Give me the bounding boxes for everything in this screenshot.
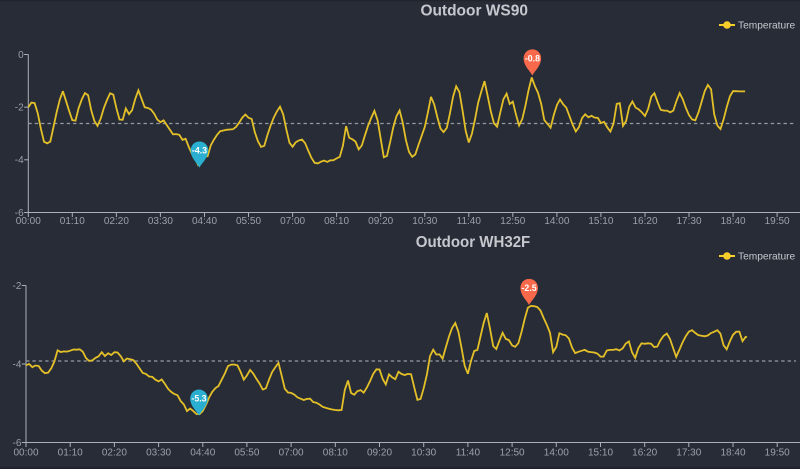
svg-text:18:40: 18:40 [720, 448, 745, 459]
svg-text:Temperature: Temperature [738, 21, 796, 32]
svg-text:05:50: 05:50 [236, 216, 261, 227]
svg-text:10:30: 10:30 [411, 448, 436, 459]
svg-text:-6: -6 [15, 208, 24, 219]
svg-text:10:30: 10:30 [412, 216, 437, 227]
svg-text:03:30: 03:30 [148, 216, 173, 227]
svg-text:19:50: 19:50 [765, 448, 790, 459]
svg-text:15:10: 15:10 [588, 216, 613, 227]
svg-text:-4: -4 [12, 359, 21, 370]
svg-text:11:40: 11:40 [456, 448, 481, 459]
svg-text:01:10: 01:10 [60, 216, 85, 227]
svg-text:11:40: 11:40 [457, 216, 482, 227]
svg-text:19:50: 19:50 [765, 216, 790, 227]
svg-text:03:30: 03:30 [146, 448, 171, 459]
svg-text:17:30: 17:30 [676, 216, 701, 227]
svg-text:-5.3: -5.3 [191, 394, 206, 404]
svg-text:-2.5: -2.5 [522, 283, 537, 293]
svg-text:-4: -4 [15, 155, 24, 166]
svg-text:04:40: 04:40 [190, 448, 215, 459]
svg-text:-6: -6 [12, 438, 21, 449]
svg-text:04:40: 04:40 [192, 216, 217, 227]
svg-text:00:00: 00:00 [16, 216, 41, 227]
svg-text:-2: -2 [12, 281, 21, 292]
svg-text:-4.3: -4.3 [192, 145, 207, 155]
svg-text:05:50: 05:50 [234, 448, 259, 459]
svg-text:08:10: 08:10 [324, 216, 349, 227]
svg-text:09:20: 09:20 [368, 216, 393, 227]
svg-text:17:30: 17:30 [676, 448, 701, 459]
svg-text:00:00: 00:00 [13, 448, 38, 459]
svg-text:-2: -2 [15, 103, 24, 114]
svg-text:Temperature: Temperature [738, 252, 796, 263]
svg-text:Outdoor WH32F: Outdoor WH32F [416, 234, 531, 251]
svg-text:01:10: 01:10 [58, 448, 83, 459]
svg-text:14:00: 14:00 [544, 216, 569, 227]
svg-text:07:00: 07:00 [279, 448, 304, 459]
svg-text:-0.8: -0.8 [525, 53, 540, 63]
svg-text:12:50: 12:50 [500, 448, 525, 459]
svg-text:15:10: 15:10 [588, 448, 613, 459]
svg-text:18:40: 18:40 [721, 216, 746, 227]
svg-text:14:00: 14:00 [544, 448, 569, 459]
svg-text:09:20: 09:20 [367, 448, 392, 459]
svg-text:0: 0 [18, 50, 24, 61]
svg-text:02:20: 02:20 [102, 448, 127, 459]
svg-text:02:20: 02:20 [104, 216, 129, 227]
svg-text:16:20: 16:20 [632, 216, 657, 227]
svg-text:12:50: 12:50 [500, 216, 525, 227]
svg-text:16:20: 16:20 [632, 448, 657, 459]
svg-text:07:00: 07:00 [280, 216, 305, 227]
svg-text:Outdoor WS90: Outdoor WS90 [420, 2, 528, 19]
svg-text:08:10: 08:10 [323, 448, 348, 459]
